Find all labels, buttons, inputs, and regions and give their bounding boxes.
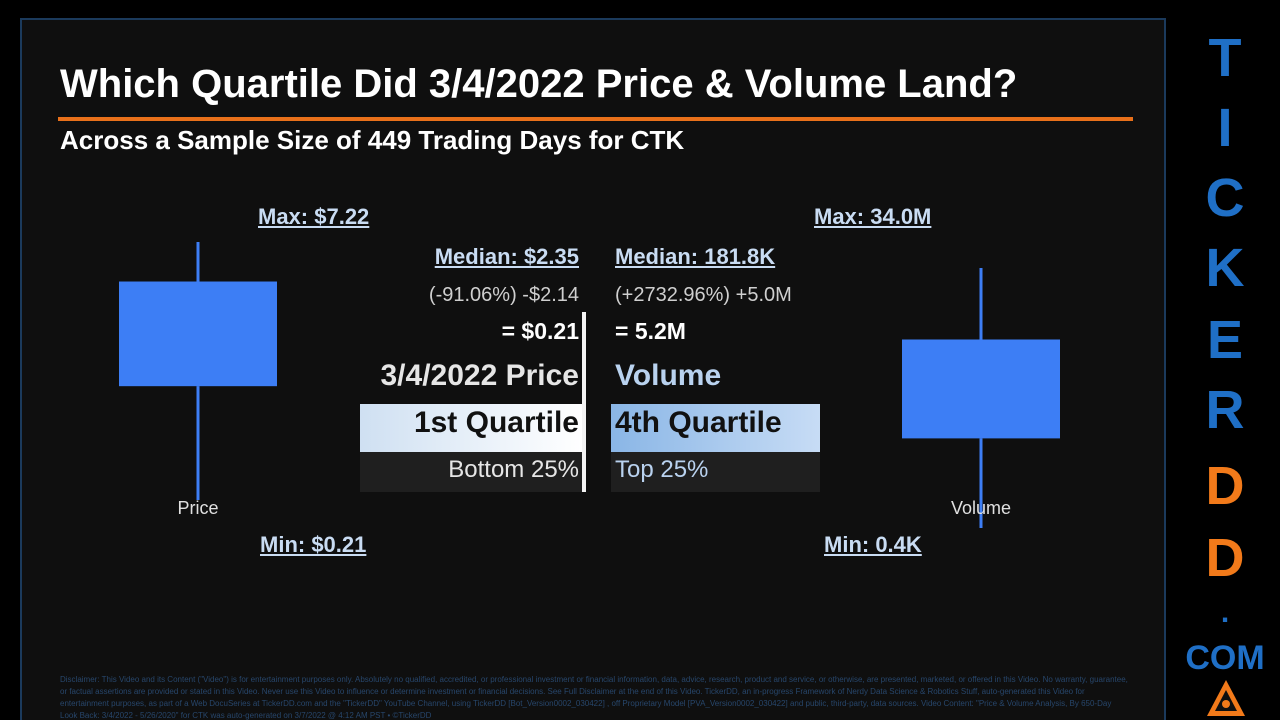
price-axis-label: Price — [177, 498, 218, 518]
volume-quartile-text: 4th Quartile — [615, 406, 782, 439]
price-median-label: Median: $2.35 — [434, 244, 579, 269]
brand-letter: E — [1206, 310, 1244, 370]
volume-max-label: Max: 34.0M — [814, 204, 932, 229]
triangle-logo-icon — [1207, 680, 1245, 716]
price-quartile-text: 1st Quartile — [413, 406, 579, 439]
price-heading: 3/4/2022 Price — [380, 359, 579, 392]
brand-letter: I — [1217, 98, 1233, 158]
volume-change-text: (+2732.96%) +5.0M — [615, 284, 792, 306]
brand-letter: COM — [1185, 639, 1265, 677]
volume-percentile-box — [611, 452, 820, 492]
price-max-label: Max: $7.22 — [258, 204, 370, 229]
page-subtitle: Across a Sample Size of 449 Trading Days… — [60, 125, 685, 155]
brand-letter: D — [1205, 528, 1245, 588]
brand-letter: . — [1220, 596, 1230, 629]
price-equals-text: = $0.21 — [501, 318, 579, 344]
volume-equals-text: = 5.2M — [615, 318, 686, 344]
page-title: Which Quartile Did 3/4/2022 Price & Volu… — [60, 62, 1018, 106]
disclaimer-text: Disclaimer: This Video and its Content (… — [60, 675, 1128, 720]
volume-min-label: Min: 0.4K — [824, 532, 922, 557]
volume-box — [902, 339, 1060, 439]
volume-median-label: Median: 181.8K — [615, 244, 776, 269]
tickerdd-brand-strip: T I C K E R D D. COM — [1170, 0, 1280, 720]
brand-letter: C — [1205, 168, 1245, 228]
brand-letter: K — [1205, 238, 1245, 298]
brand-letter: R — [1205, 380, 1245, 440]
volume-quartile-box — [611, 404, 820, 452]
brand-letter: T — [1208, 28, 1242, 88]
volume-heading: Volume — [615, 359, 722, 392]
center-divider — [582, 312, 586, 492]
price-change-text: (-91.06%) -$2.14 — [428, 284, 579, 306]
price-min-label: Min: $0.21 — [260, 532, 367, 557]
volume-axis-label: Volume — [951, 498, 1011, 518]
volume-percentile-text: Top 25% — [615, 456, 709, 483]
brand-letter: D — [1205, 456, 1245, 516]
price-percentile-text: Bottom 25% — [448, 456, 579, 483]
price-quartile-box — [360, 404, 582, 452]
price-box — [119, 281, 277, 387]
price-percentile-box — [360, 452, 582, 492]
title-underline — [58, 117, 1133, 121]
